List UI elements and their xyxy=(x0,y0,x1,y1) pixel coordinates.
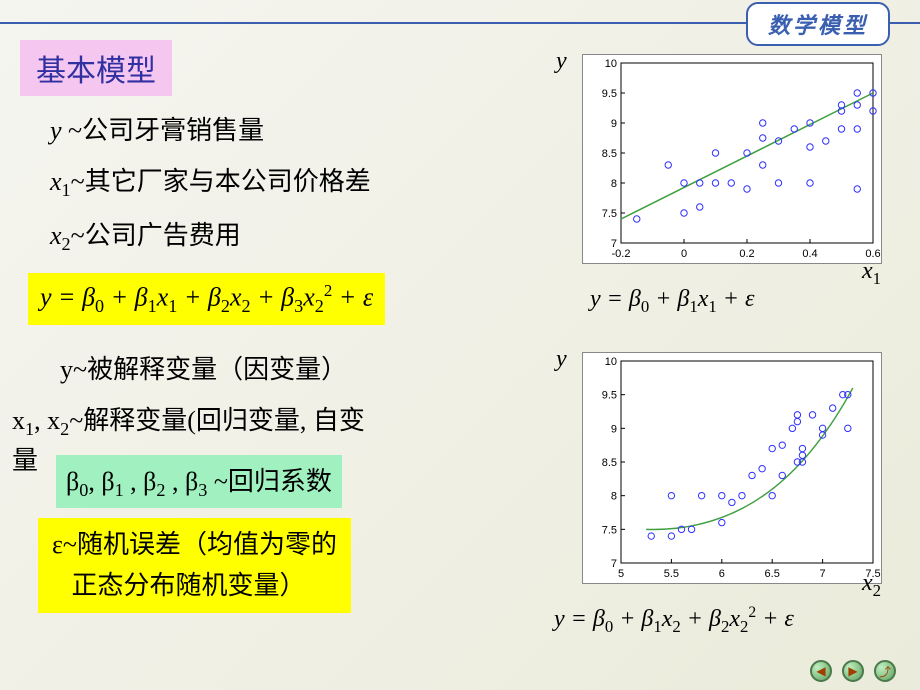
svg-text:0.4: 0.4 xyxy=(802,248,817,260)
chart1-ylabel: y xyxy=(556,48,567,75)
explain-error: ε~随机误差（均值为零的 正态分布随机变量） xyxy=(38,518,351,613)
explain-coefficients: β0, β1 , β2 , β3 ~回归系数 xyxy=(56,455,342,507)
svg-text:7: 7 xyxy=(820,568,826,580)
chart1-equation: y = β0 + β1x1 + ε xyxy=(590,286,754,317)
svg-text:6.5: 6.5 xyxy=(765,568,780,580)
nav-next-button[interactable]: ▶ xyxy=(842,660,864,682)
svg-text:6: 6 xyxy=(719,568,725,580)
nav-prev-button[interactable]: ◀ xyxy=(810,660,832,682)
svg-text:5.5: 5.5 xyxy=(664,568,679,580)
svg-text:7: 7 xyxy=(611,558,617,570)
svg-text:10: 10 xyxy=(605,58,617,70)
nav-up-button[interactable]: ⤴ xyxy=(874,660,896,682)
main-equation: y = β0 + β1x1 + β2x2 + β3x22 + ε xyxy=(28,273,385,325)
svg-text:8.5: 8.5 xyxy=(602,148,617,160)
svg-text:9.5: 9.5 xyxy=(602,390,617,402)
svg-text:7.5: 7.5 xyxy=(602,524,617,536)
svg-text:7.5: 7.5 xyxy=(602,208,617,220)
svg-text:9: 9 xyxy=(611,118,617,130)
chart2-xlabel: x2 xyxy=(862,570,881,601)
svg-text:9.5: 9.5 xyxy=(602,88,617,100)
svg-text:10: 10 xyxy=(605,356,617,368)
svg-text:0.2: 0.2 xyxy=(739,248,754,260)
chart1: -0.200.20.40.677.588.599.510 xyxy=(582,54,882,264)
svg-text:0: 0 xyxy=(681,248,687,260)
nav-buttons: ◀ ▶ ⤴ xyxy=(810,660,896,682)
section-title: 基本模型 xyxy=(20,40,172,96)
svg-text:5: 5 xyxy=(618,568,624,580)
svg-text:8.5: 8.5 xyxy=(602,457,617,469)
chart1-xlabel: x1 xyxy=(862,258,881,289)
svg-text:8: 8 xyxy=(611,491,617,503)
chart2: 55.566.577.577.588.599.510 xyxy=(582,352,882,584)
svg-text:7: 7 xyxy=(611,238,617,250)
svg-text:9: 9 xyxy=(611,423,617,435)
svg-text:8: 8 xyxy=(611,178,617,190)
chart2-equation: y = β0 + β1x2 + β2x22 + ε xyxy=(554,604,794,637)
chart2-ylabel: y xyxy=(556,346,567,373)
